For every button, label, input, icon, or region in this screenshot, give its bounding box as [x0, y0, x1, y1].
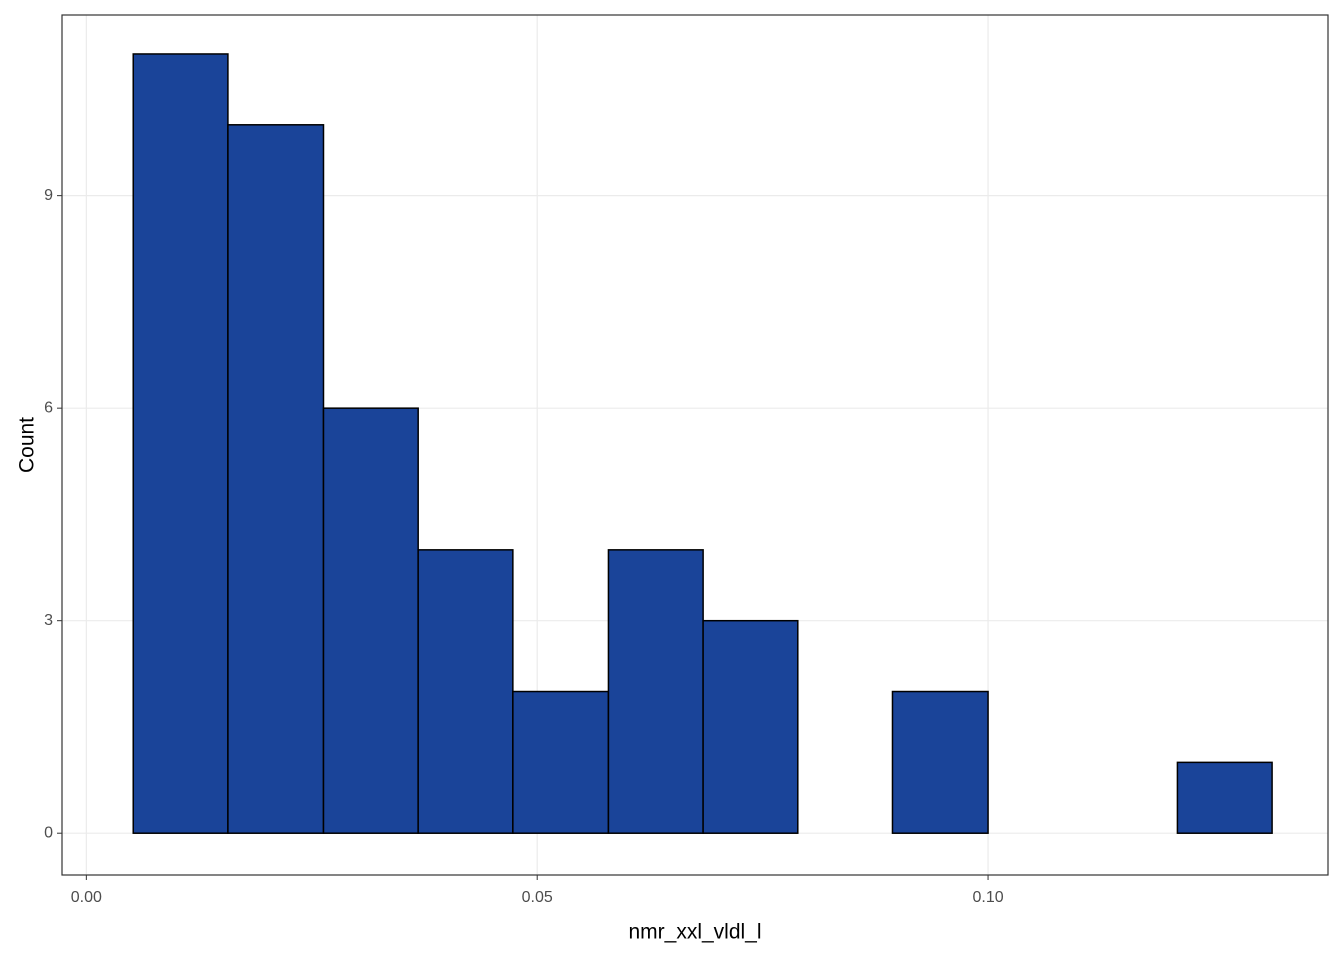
bar [1176, 761, 1273, 834]
bar [132, 53, 229, 834]
bar [607, 549, 704, 834]
bar [512, 690, 610, 834]
y-axis-title: Count [16, 417, 39, 473]
y-tick-label: 9 [44, 187, 53, 204]
y-tick-label: 6 [44, 399, 53, 416]
y-tick-label: 3 [44, 612, 53, 629]
bar [417, 549, 514, 834]
x-tick-label: 0.00 [71, 889, 102, 906]
x-tick-label: 0.10 [972, 889, 1003, 906]
bar [322, 407, 419, 834]
bar [227, 124, 325, 834]
bar [702, 619, 799, 834]
y-tick-label: 0 [44, 824, 53, 841]
x-tick-label: 0.05 [522, 889, 553, 906]
panel-border [61, 14, 1329, 876]
bar [891, 690, 989, 834]
x-axis-title: nmr_xxl_vldl_l [628, 921, 761, 944]
